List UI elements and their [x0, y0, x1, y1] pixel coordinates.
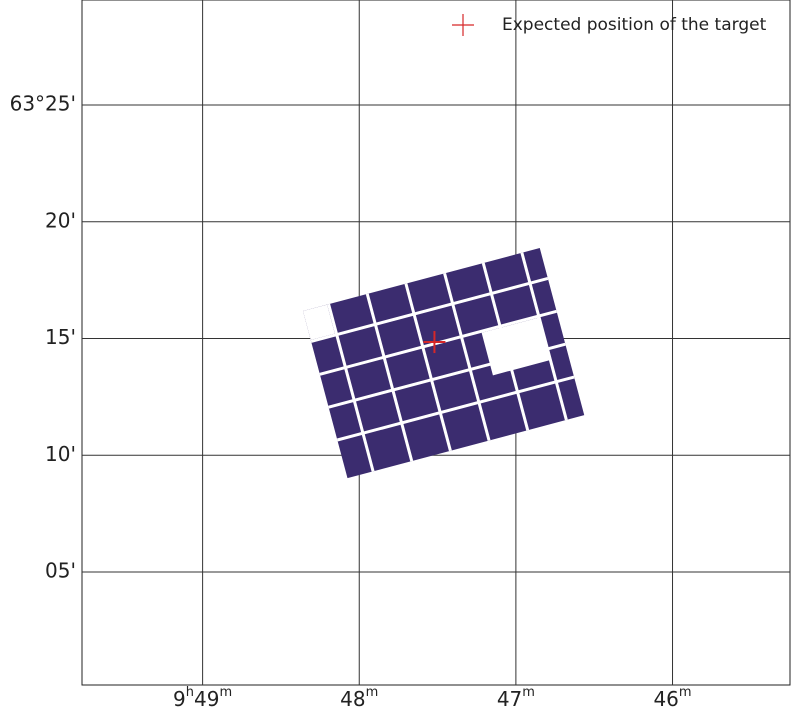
plot-area [423, 331, 446, 354]
y-tick-label: 20' [45, 208, 76, 232]
x-tick-label: 47m [497, 685, 535, 711]
target-marker [423, 331, 446, 354]
y-tick-label: 05' [45, 559, 76, 583]
x-tick-label: 48m [340, 685, 378, 711]
y-tick-label: 63°25' [10, 92, 76, 116]
y-tick-label: 10' [45, 442, 76, 466]
legend-label: Expected position of the target [502, 15, 767, 35]
legend: Expected position of the target [452, 14, 767, 36]
y-tick-label: 15' [45, 325, 76, 349]
x-tick-label: 9h49m [173, 685, 232, 711]
x-tick-label: 46m [653, 685, 691, 711]
mosaic-image [303, 248, 585, 479]
